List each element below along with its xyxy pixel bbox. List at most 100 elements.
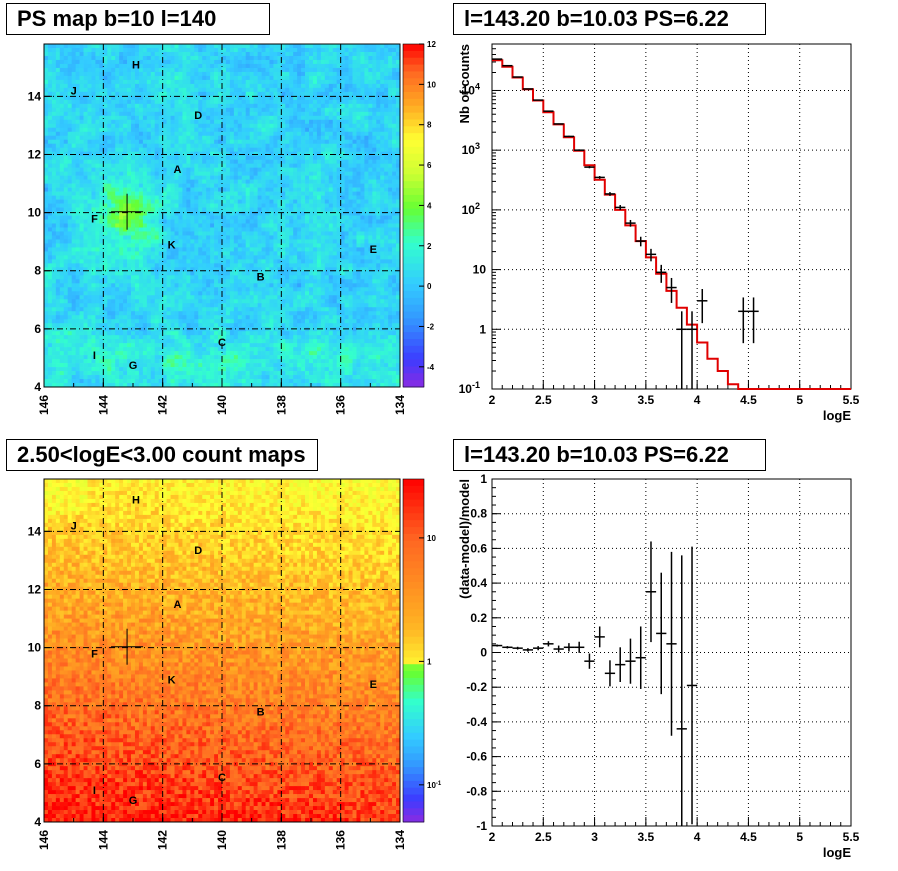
ps-colorbar-frame [402, 43, 425, 388]
count-colorbar-swatch [403, 677, 424, 686]
ps-colorbar-swatch [403, 380, 424, 388]
ps-map-source-label-b: B [257, 272, 265, 284]
count-colorbar-swatch [403, 595, 424, 603]
count-colorbar-swatch [403, 684, 424, 693]
spectrum-y-axis-title: Nb of counts [457, 44, 472, 123]
residual-y-tick-label: -1 [476, 819, 487, 833]
ps-colorbar-swatch [403, 352, 424, 361]
residual-y-axis-title: (data-model)/model [457, 479, 472, 599]
count-colorbar-tick-label: 1 [427, 657, 432, 666]
count-colorbar-tick-label: 10-1 [427, 781, 442, 790]
count-colorbar-swatch [403, 499, 424, 507]
ps-map-x-tick-label: 146 [37, 395, 51, 415]
ps-map-y-tick-label: 12 [28, 147, 42, 161]
ps-map-source-label-g: G [129, 360, 138, 372]
ps-colorbar-swatch [403, 57, 424, 66]
ps-colorbar-swatch [403, 256, 424, 265]
count-colorbar-swatch [403, 561, 424, 569]
count-map-source-label-j: J [71, 521, 77, 533]
count-colorbar-swatch [403, 643, 424, 651]
count-colorbar-swatch [403, 520, 424, 528]
count-map-cells [44, 479, 401, 823]
count-colorbar-swatch [403, 760, 424, 768]
count-colorbar-swatch [403, 650, 424, 658]
ps-colorbar-swatch [403, 297, 424, 306]
ps-colorbar-tick-label: 6 [427, 161, 432, 170]
ps-colorbar-tick-label: 8 [427, 121, 432, 130]
ps-map-source-label-i: I [93, 350, 96, 362]
ps-colorbar-swatch [403, 194, 424, 203]
ps-colorbar-swatch [403, 167, 424, 175]
ps-map-source-label-f: F [91, 213, 98, 225]
count-colorbar-swatch [403, 581, 424, 590]
count-colorbar-swatch [403, 664, 424, 672]
ps-colorbar-swatch [403, 325, 424, 333]
count-map-y-tick-label: 14 [28, 524, 42, 538]
residual-x-axis-title: logE [823, 845, 851, 860]
count-colorbar-swatch [403, 732, 424, 741]
count-colorbar-swatch [403, 698, 424, 706]
count-map-source-label-a: A [174, 599, 182, 611]
residual-x-tick-label: 4 [694, 830, 701, 844]
residual-x-tick-label: 5.5 [843, 830, 860, 844]
ps-map-source-label-a: A [174, 164, 182, 176]
spectrum-x-tick-label: 3.5 [638, 393, 655, 407]
count-colorbar-swatch [403, 719, 424, 727]
count-map-source-label-f: F [91, 648, 98, 660]
count-colorbar-swatch [403, 794, 424, 802]
count-map-x-tick-label: 146 [37, 830, 51, 850]
count-colorbar-swatch [403, 691, 424, 700]
ps-map-source-label-j: J [71, 86, 77, 98]
residual-x-tick-label: 4.5 [740, 830, 757, 844]
ps-colorbar-swatch [403, 359, 424, 367]
count-colorbar-swatch [403, 753, 424, 761]
spectrum-x-axis-title: logE [823, 408, 851, 423]
count-map-x-tick-label: 144 [96, 830, 110, 850]
ps-map-x-tick-label: 138 [274, 395, 288, 415]
ps-colorbar-swatch [403, 236, 424, 244]
spectrum-y-tick-label: 1 [479, 322, 486, 336]
ps-map-y-tick-label: 4 [34, 380, 41, 394]
count-colorbar-swatch [403, 671, 424, 679]
residual-x-tick-label: 3 [591, 830, 598, 844]
count-colorbar-swatch [403, 815, 424, 823]
residual-y-tick-label: -0.2 [466, 680, 487, 694]
ps-map-x-tick-label: 140 [215, 395, 229, 415]
residual-y-tick-label: 0 [480, 646, 487, 660]
spectrum-x-tick-label: 4 [694, 393, 701, 407]
ps-colorbar-swatch [403, 304, 424, 313]
count-map-source-label-k: K [168, 675, 176, 687]
ps-map-y-tick-label: 6 [34, 322, 41, 336]
count-map-source-label-c: C [218, 772, 226, 784]
ps-colorbar-swatch [403, 208, 424, 216]
count-colorbar-swatch [403, 705, 424, 713]
spectrum-y-tick-label: 102 [462, 201, 480, 217]
residual-y-tick-label: 0.4 [470, 576, 487, 590]
ps-colorbar-swatch [403, 98, 424, 107]
count-colorbar-tick-exponent: -1 [436, 781, 442, 787]
ps-map-x-tick-label: 144 [96, 395, 110, 415]
ps-colorbar-swatch [403, 270, 424, 278]
count-map-x-tick-label: 136 [334, 830, 348, 850]
count-map-y-tick-label: 6 [34, 757, 41, 771]
ps-colorbar-swatch [403, 249, 424, 258]
spectrum-y-tick-exponent: -1 [472, 380, 480, 390]
ps-colorbar-swatch [403, 119, 424, 127]
count-map-y-tick-label: 12 [28, 582, 42, 596]
ps-colorbar-swatch [403, 366, 424, 374]
ps-colorbar-swatch [403, 181, 424, 189]
count-colorbar-swatch [403, 588, 424, 597]
count-colorbar-swatch [403, 492, 424, 501]
residual-x-tick-label: 2 [489, 830, 496, 844]
ps-colorbar-swatch [403, 133, 424, 141]
count-map-x-tick-label: 138 [274, 830, 288, 850]
ps-map-y-tick-label: 8 [34, 264, 41, 278]
ps-colorbar-swatch [403, 222, 424, 230]
ps-colorbar-swatch [403, 277, 424, 285]
ps-colorbar-swatch [403, 290, 424, 299]
residual-y-tick-label: 0.8 [470, 507, 487, 521]
count-colorbar-swatch [403, 636, 424, 645]
ps-colorbar-swatch [403, 188, 424, 196]
count-colorbar-swatch [403, 725, 424, 734]
